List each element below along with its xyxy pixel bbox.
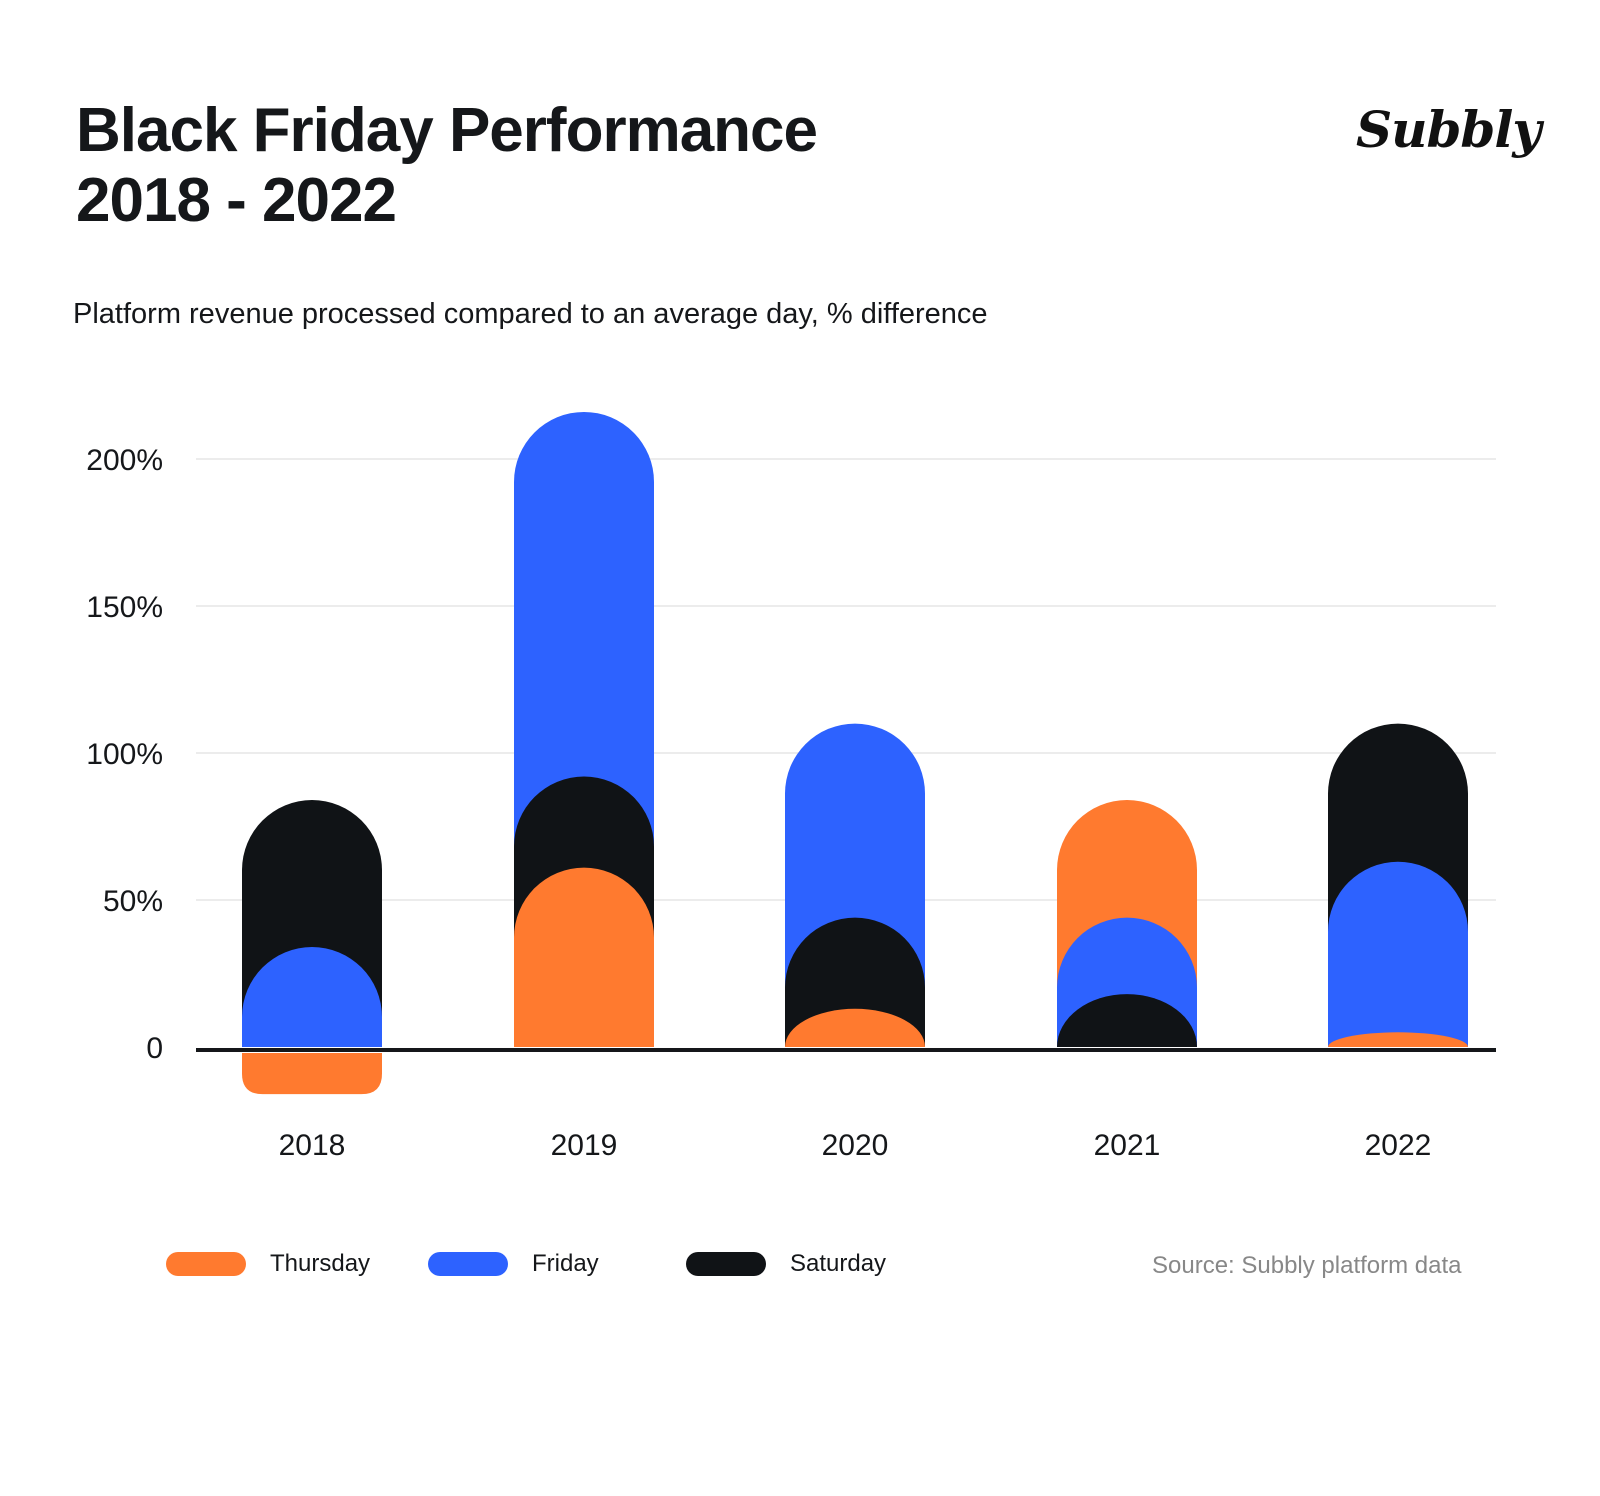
bar-2022-friday <box>1328 861 1468 1047</box>
bar-2019-thursday <box>514 867 654 1047</box>
chart-title: Black Friday Performance 2018 - 2022 <box>76 96 818 236</box>
bar-2018-thursday <box>242 1053 382 1095</box>
legend-swatch-friday <box>428 1252 508 1276</box>
bar-2018-friday <box>242 947 382 1047</box>
legend-item-saturday: Saturday <box>686 1250 886 1278</box>
y-tick-label: 0 <box>146 1032 163 1065</box>
x-tick-label: 2018 <box>279 1129 346 1162</box>
legend-label-thursday: Thursday <box>270 1250 371 1277</box>
y-tick-label: 200% <box>86 444 163 477</box>
legend-item-thursday: Thursday <box>166 1250 370 1278</box>
x-tick-label: 2022 <box>1365 1129 1432 1162</box>
y-tick-label: 50% <box>103 885 163 918</box>
bar-2021-saturday <box>1057 994 1197 1047</box>
source-note: Source: Subbly platform data <box>1152 1252 1462 1279</box>
chart-subtitle: Platform revenue processed compared to a… <box>73 298 988 330</box>
bar-2022-thursday <box>1328 1032 1468 1047</box>
legend-label-saturday: Saturday <box>790 1250 887 1277</box>
legend-label-friday: Friday <box>532 1250 599 1277</box>
subbly-logo: Subbly <box>1356 100 1541 159</box>
x-tick-label: 2019 <box>551 1129 618 1162</box>
bar-2020-thursday <box>785 1008 925 1047</box>
x-tick-label: 2020 <box>822 1129 889 1162</box>
legend: Thursday Friday Saturday <box>0 1250 1600 1290</box>
legend-swatch-saturday <box>686 1252 766 1276</box>
chart-plot: 0 50% 100% 150% 200% 2018 2019 2020 2021 2022 <box>86 411 1496 1162</box>
x-tick-label: 2021 <box>1094 1129 1161 1162</box>
y-tick-label: 150% <box>86 591 163 624</box>
title-line-2: 2018 - 2022 <box>76 166 397 235</box>
legend-swatch-thursday <box>166 1252 246 1276</box>
title-line-1: Black Friday Performance <box>76 96 818 165</box>
legend-item-friday: Friday <box>428 1250 599 1278</box>
y-tick-label: 100% <box>86 738 163 771</box>
